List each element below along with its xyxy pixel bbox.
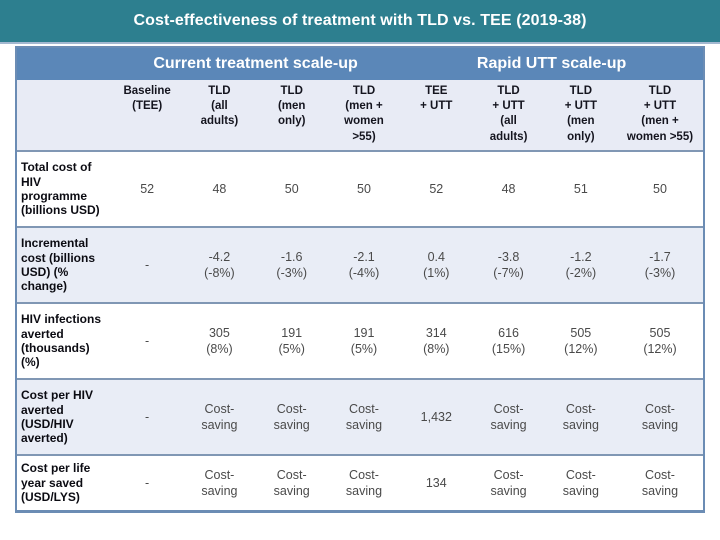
table-row-incremental-cost: Incremental cost (billions USD) (% chang… <box>17 226 703 302</box>
data-cell: 51 <box>573 181 588 196</box>
column-header-tee-utt: TEE + UTT <box>420 85 453 113</box>
column-header-tld-all-adults: TLD (all adults) <box>200 85 239 128</box>
column-header-empty <box>17 80 111 150</box>
data-cell: - <box>145 409 150 424</box>
data-cell: 48 <box>212 181 227 196</box>
column-header-row: Baseline (TEE) TLD (all adults) TLD (men… <box>17 80 703 150</box>
data-cell: 48 <box>501 181 516 196</box>
data-cell: Cost- saving <box>562 467 599 498</box>
data-cell: Cost- saving <box>273 467 310 498</box>
column-header-tld-utt-men-women-55: TLD + UTT (men + women >55) <box>626 85 694 143</box>
table-row-hiv-infections-averted: HIV infections averted (thousands) (%) -… <box>17 302 703 378</box>
data-cell: - <box>145 333 150 348</box>
data-cell: -2.1 (-4%) <box>348 249 380 280</box>
row-label: HIV infections averted (thousands) (%) <box>21 312 102 370</box>
data-cell: 52 <box>429 181 444 196</box>
data-cell: 52 <box>140 181 155 196</box>
data-cell: -4.2 (-8%) <box>204 249 235 280</box>
data-cell: 191 (5%) <box>350 325 378 356</box>
column-header-tld-men-women-55: TLD (men + women >55) <box>344 85 384 143</box>
data-cell: 134 <box>425 475 447 490</box>
group-header-current-scale-up: Current treatment scale-up <box>153 55 358 72</box>
data-cell: Cost- saving <box>201 467 238 498</box>
data-cell: Cost- saving <box>562 401 599 432</box>
data-cell: -1.7 (-3%) <box>644 249 676 280</box>
table-row-cost-per-life-year: Cost per life year saved (USD/LYS) - Cos… <box>17 454 703 510</box>
column-header-tld-utt-men-only: TLD + UTT (men only) <box>564 85 597 143</box>
data-cell: -1.6 (-3%) <box>276 249 307 280</box>
data-cell: 50 <box>653 181 667 196</box>
column-header-tld-utt-all-adults: TLD + UTT (all adults) <box>489 85 528 143</box>
data-cell: Cost- saving <box>273 401 310 432</box>
data-cell: 0.4 (1%) <box>423 249 450 280</box>
row-label: Total cost of HIV programme (billions US… <box>21 160 100 218</box>
column-header-tld-men-only: TLD (men only) <box>277 85 306 128</box>
data-cell: Cost- saving <box>490 401 527 432</box>
data-cell: Cost- saving <box>641 467 679 498</box>
data-cell: - <box>145 257 150 272</box>
data-cell: Cost- saving <box>201 401 238 432</box>
row-label: Cost per life year saved (USD/LYS) <box>21 461 91 505</box>
row-label: Cost per HIV averted (USD/HIV averted) <box>21 388 94 446</box>
table-row-cost-per-hiv-averted: Cost per HIV averted (USD/HIV averted) -… <box>17 378 703 454</box>
table-row-total-cost: Total cost of HIV programme (billions US… <box>17 150 703 226</box>
data-cell: -1.2 (-2%) <box>565 249 597 280</box>
data-cell: Cost- saving <box>490 467 527 498</box>
data-cell: 50 <box>284 181 299 196</box>
group-header-rapid-utt-scale-up: Rapid UTT scale-up <box>476 55 627 72</box>
group-header-band: Current treatment scale-up Rapid UTT sca… <box>17 48 703 80</box>
data-cell: Cost- saving <box>641 401 679 432</box>
data-cell: 505 (12%) <box>564 325 598 356</box>
data-cell: 505 (12%) <box>643 325 677 356</box>
data-cell: 616 (15%) <box>491 325 526 356</box>
title-bar-underline <box>0 42 720 44</box>
data-cell: 1,432 <box>420 409 452 424</box>
data-cell: - <box>145 475 150 490</box>
data-cell: 314 (8%) <box>423 325 450 356</box>
data-cell: 191 (5%) <box>278 325 305 356</box>
data-cell: 305 (8%) <box>206 325 233 356</box>
data-cell: Cost- saving <box>345 467 383 498</box>
data-cell: Cost- saving <box>345 401 383 432</box>
page-title: Cost-effectiveness of treatment with TLD… <box>133 12 587 29</box>
data-cell: 50 <box>357 181 371 196</box>
row-label: Incremental cost (billions USD) (% chang… <box>21 236 96 294</box>
title-bar: Cost-effectiveness of treatment with TLD… <box>0 0 720 42</box>
cost-effectiveness-table: Current treatment scale-up Rapid UTT sca… <box>15 46 705 513</box>
data-cell: -3.8 (-7%) <box>493 249 524 280</box>
column-header-baseline-tee: Baseline (TEE) <box>123 85 171 113</box>
